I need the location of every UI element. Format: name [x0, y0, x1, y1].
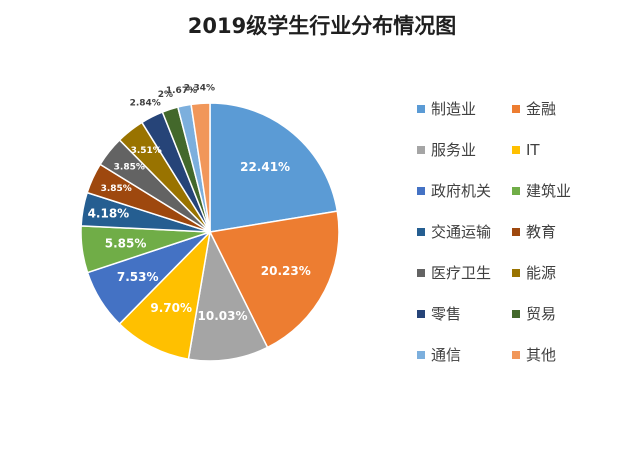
pie-slice-0: [209, 102, 339, 233]
legend-label: 教育: [526, 223, 556, 241]
data-label-10: 2.84%: [130, 98, 161, 108]
legend-item-11: 贸易: [512, 305, 556, 323]
legend-label: 贸易: [526, 305, 556, 323]
legend-label: 其他: [526, 346, 556, 364]
legend-swatch: [512, 105, 520, 113]
pie-slice-3: [118, 229, 212, 361]
data-label-12: 1.67%: [166, 86, 197, 96]
legend-label: 零售: [431, 305, 461, 323]
legend-label: 能源: [526, 264, 556, 282]
legend-item-5: 建筑业: [512, 182, 571, 200]
legend-label: 政府机关: [431, 182, 491, 200]
pie-slice-13: [190, 102, 211, 233]
legend-item-4: 政府机关: [417, 182, 491, 200]
data-label-6: 4.18%: [88, 207, 130, 221]
data-label-7: 3.85%: [101, 184, 132, 194]
legend-label: IT: [526, 141, 540, 159]
data-label-4: 7.53%: [117, 270, 159, 284]
data-label-8: 3.85%: [114, 163, 145, 173]
legend-item-12: 通信: [417, 346, 461, 364]
legend-swatch: [417, 228, 425, 236]
legend-swatch: [417, 187, 425, 195]
data-label-0: 22.41%: [240, 160, 290, 174]
data-label-5: 5.85%: [105, 237, 147, 251]
legend-label: 通信: [431, 346, 461, 364]
legend-swatch: [417, 146, 425, 154]
legend-label: 金融: [526, 100, 556, 118]
legend-swatch: [512, 146, 520, 154]
legend-swatch: [417, 351, 425, 359]
legend-label: 建筑业: [526, 182, 571, 200]
pie-data-labels: 22.41% 20.23% 10.03% 9.70% 7.53% 5.85% 4.18% 3.…: [88, 83, 311, 323]
legend-label: 服务业: [431, 141, 476, 159]
legend-item-3: IT: [512, 141, 540, 159]
data-label-1: 20.23%: [261, 264, 311, 278]
legend-item-6: 交通运输: [417, 223, 491, 241]
pie-slice-1: [208, 210, 340, 349]
legend-label: 制造业: [431, 100, 476, 118]
pie-slice-2: [187, 229, 269, 362]
legend-swatch: [512, 187, 520, 195]
legend-swatch: [512, 351, 520, 359]
legend-item-1: 金融: [512, 100, 556, 118]
legend-item-9: 能源: [512, 264, 556, 282]
data-label-13: 2.34%: [184, 83, 215, 93]
data-label-3: 9.70%: [150, 301, 192, 315]
legend-item-2: 服务业: [417, 141, 476, 159]
legend-swatch: [417, 105, 425, 113]
legend-item-8: 医疗卫生: [417, 264, 491, 282]
legend-swatch: [512, 310, 520, 318]
data-label-11: 2%: [158, 90, 173, 100]
pie-slices: [80, 102, 340, 362]
chart-title: 2019级学生行业分布情况图: [188, 14, 456, 38]
legend-label: 交通运输: [431, 223, 491, 241]
legend-item-7: 教育: [512, 223, 556, 241]
legend-item-0: 制造业: [417, 100, 476, 118]
legend-item-13: 其他: [512, 346, 556, 364]
legend-label: 医疗卫生: [431, 264, 491, 282]
legend-swatch: [417, 269, 425, 277]
legend-swatch: [417, 310, 425, 318]
data-label-2: 10.03%: [198, 309, 248, 323]
legend-swatch: [512, 269, 520, 277]
data-label-9: 3.51%: [131, 146, 162, 156]
legend-item-10: 零售: [417, 305, 461, 323]
legend-swatch: [512, 228, 520, 236]
